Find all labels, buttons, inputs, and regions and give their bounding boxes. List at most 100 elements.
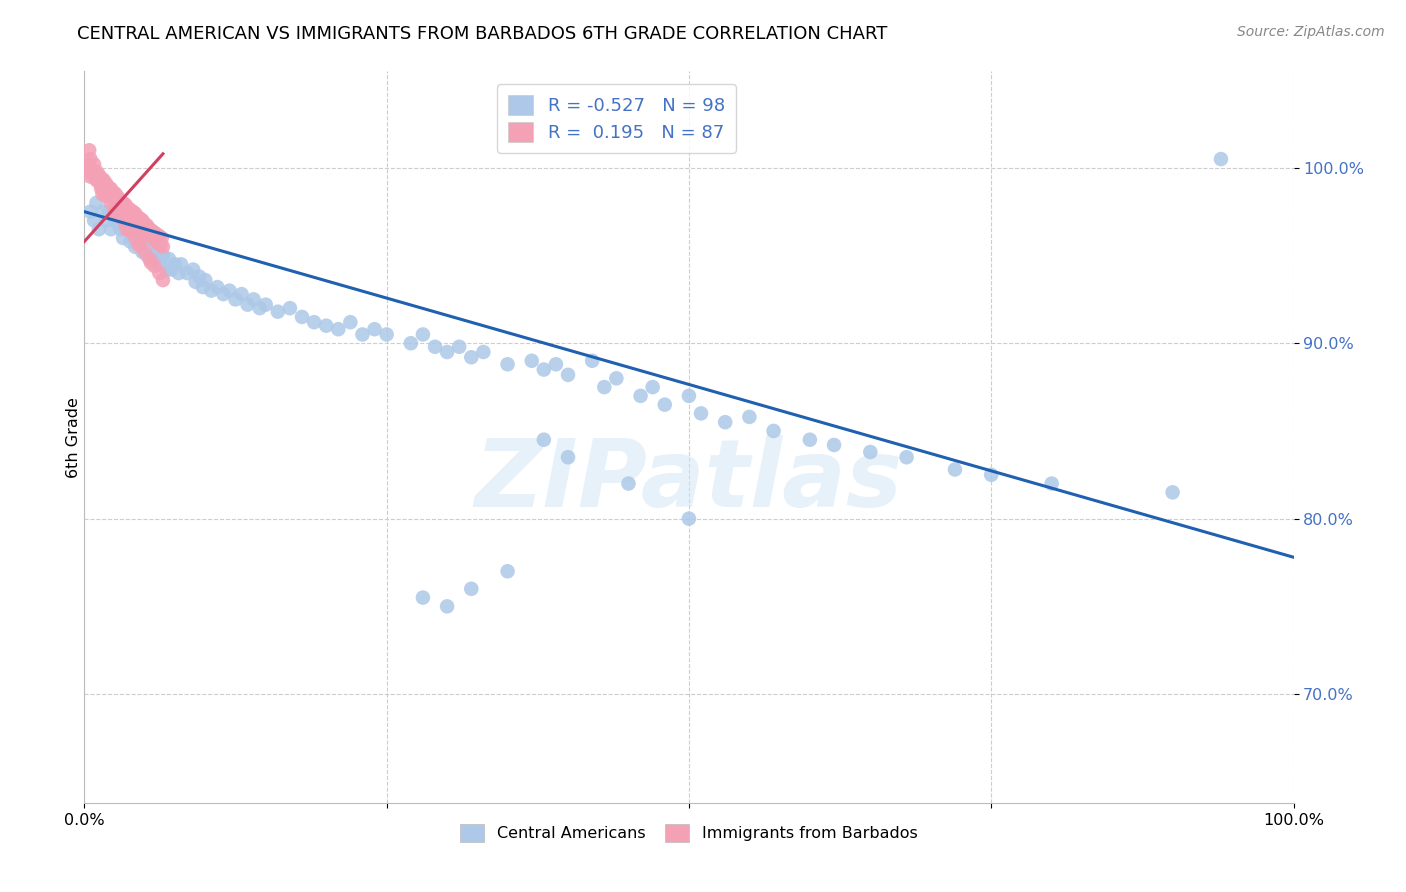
- Point: [83, 157, 105, 171]
- Point: [87, 168, 110, 182]
- Point: [138, 252, 160, 266]
- Y-axis label: 6th Grade: 6th Grade: [66, 397, 80, 477]
- Point: [980, 467, 1002, 482]
- Point: [496, 564, 519, 578]
- Point: [124, 231, 146, 245]
- Point: [104, 187, 127, 202]
- Point: [86, 173, 108, 187]
- Point: [605, 371, 627, 385]
- Point: [79, 152, 101, 166]
- Point: [110, 222, 132, 236]
- Point: [124, 206, 146, 220]
- Point: [152, 240, 174, 254]
- Point: [128, 219, 150, 233]
- Point: [120, 224, 142, 238]
- Point: [143, 259, 166, 273]
- Point: [97, 180, 120, 194]
- Point: [738, 409, 761, 424]
- Point: [129, 220, 152, 235]
- Point: [139, 229, 162, 244]
- Point: [148, 229, 170, 244]
- Point: [139, 255, 162, 269]
- Point: [678, 511, 700, 525]
- Point: [170, 257, 193, 271]
- Point: [155, 262, 177, 277]
- Point: [496, 357, 519, 371]
- Point: [143, 226, 166, 240]
- Point: [87, 222, 110, 236]
- Point: [520, 353, 543, 368]
- Point: [242, 293, 264, 307]
- Point: [231, 287, 253, 301]
- Point: [94, 177, 117, 191]
- Point: [107, 191, 129, 205]
- Point: [194, 273, 217, 287]
- Point: [167, 266, 190, 280]
- Point: [112, 202, 135, 217]
- Point: [148, 266, 170, 280]
- Point: [125, 217, 148, 231]
- Point: [80, 164, 103, 178]
- Point: [146, 236, 169, 251]
- Point: [127, 210, 149, 224]
- Point: [94, 182, 117, 196]
- Point: [423, 340, 446, 354]
- Point: [86, 164, 108, 178]
- Point: [148, 257, 170, 271]
- Point: [460, 582, 482, 596]
- Point: [412, 327, 434, 342]
- Point: [146, 245, 169, 260]
- Legend: Central Americans, Immigrants from Barbados: Central Americans, Immigrants from Barba…: [453, 816, 925, 850]
- Point: [110, 194, 132, 209]
- Point: [823, 438, 845, 452]
- Point: [460, 351, 482, 365]
- Point: [859, 445, 882, 459]
- Point: [91, 204, 114, 219]
- Point: [124, 240, 146, 254]
- Point: [799, 433, 821, 447]
- Point: [157, 252, 180, 266]
- Point: [533, 362, 555, 376]
- Point: [77, 157, 100, 171]
- Point: [200, 284, 222, 298]
- Point: [399, 336, 422, 351]
- Point: [142, 231, 165, 245]
- Point: [90, 171, 112, 186]
- Point: [90, 182, 112, 196]
- Point: [79, 169, 101, 184]
- Point: [1161, 485, 1184, 500]
- Point: [112, 195, 135, 210]
- Point: [449, 340, 471, 354]
- Point: [86, 173, 108, 187]
- Point: [212, 287, 235, 301]
- Point: [132, 224, 155, 238]
- Point: [122, 213, 145, 227]
- Point: [120, 202, 142, 217]
- Point: [352, 327, 374, 342]
- Point: [104, 204, 127, 219]
- Point: [184, 275, 207, 289]
- Text: ZIPatlas: ZIPatlas: [475, 435, 903, 527]
- Point: [103, 186, 125, 200]
- Point: [762, 424, 785, 438]
- Point: [104, 193, 127, 207]
- Point: [225, 293, 247, 307]
- Point: [278, 301, 301, 315]
- Point: [104, 213, 127, 227]
- Text: Source: ZipAtlas.com: Source: ZipAtlas.com: [1237, 25, 1385, 39]
- Point: [630, 389, 652, 403]
- Point: [160, 262, 183, 277]
- Point: [96, 186, 118, 200]
- Point: [136, 219, 159, 233]
- Point: [557, 368, 579, 382]
- Point: [328, 322, 350, 336]
- Point: [617, 476, 640, 491]
- Point: [146, 227, 169, 242]
- Point: [82, 168, 104, 182]
- Point: [134, 245, 156, 260]
- Point: [249, 301, 271, 315]
- Point: [145, 235, 167, 249]
- Point: [91, 178, 114, 193]
- Point: [141, 224, 163, 238]
- Point: [79, 204, 101, 219]
